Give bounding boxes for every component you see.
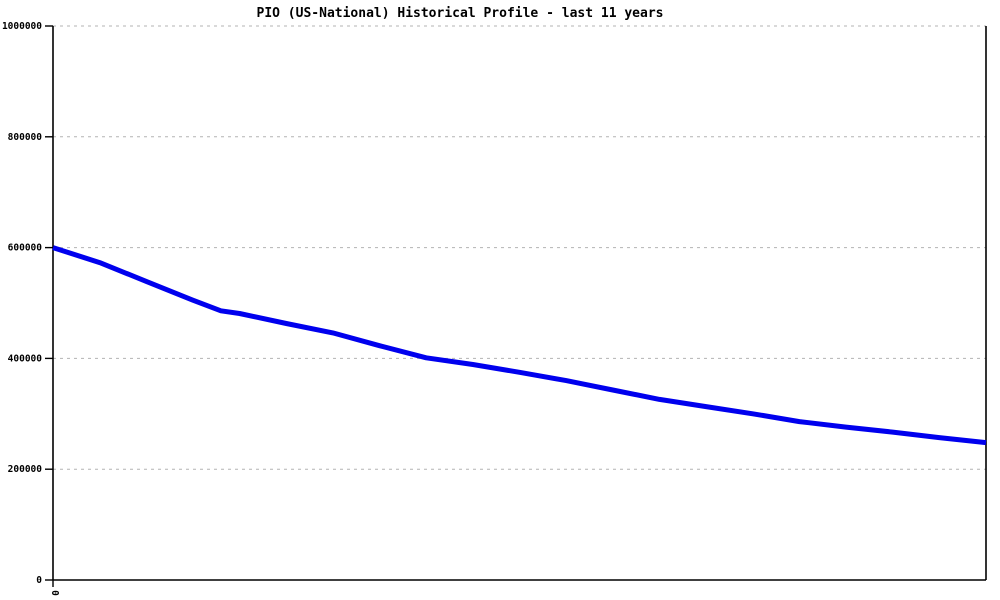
chart-title: PIO (US-National) Historical Profile - l…	[256, 6, 664, 21]
x-axis: 0	[49, 26, 987, 596]
data-line	[52, 245, 987, 446]
y-axis: 0 200000 400000 600000 800000 1000000	[2, 21, 54, 586]
y-tick-label: 800000	[8, 132, 43, 143]
y-tick-label: 1000000	[2, 21, 42, 32]
y-tick-label: 400000	[8, 353, 43, 364]
gridlines	[53, 25, 986, 470]
y-tick-label: 600000	[8, 243, 43, 254]
y-tick-label: 0	[36, 575, 42, 586]
y-tick-label: 200000	[8, 464, 43, 475]
x-tick-label: 0	[49, 590, 60, 596]
